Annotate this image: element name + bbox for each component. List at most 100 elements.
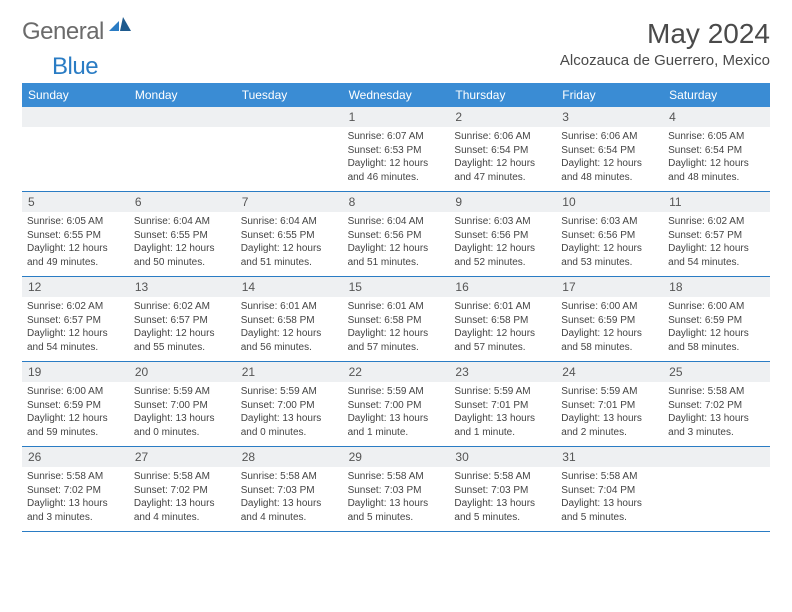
week-row: 1Sunrise: 6:07 AMSunset: 6:53 PMDaylight…: [22, 107, 770, 192]
day-number: 5: [22, 192, 129, 212]
sunset-text: Sunset: 6:56 PM: [348, 229, 445, 243]
day-cell: 4Sunrise: 6:05 AMSunset: 6:54 PMDaylight…: [663, 107, 770, 191]
day-details: Sunrise: 6:05 AMSunset: 6:55 PMDaylight:…: [22, 212, 129, 274]
sunset-text: Sunset: 6:57 PM: [27, 314, 124, 328]
day-number: 17: [556, 277, 663, 297]
day-details: Sunrise: 5:59 AMSunset: 7:00 PMDaylight:…: [129, 382, 236, 444]
day-number: 9: [449, 192, 556, 212]
day-cell: 15Sunrise: 6:01 AMSunset: 6:58 PMDayligh…: [343, 277, 450, 361]
sunset-text: Sunset: 7:03 PM: [241, 484, 338, 498]
day-number: 22: [343, 362, 450, 382]
sunrise-text: Sunrise: 6:00 AM: [668, 300, 765, 314]
sunset-text: Sunset: 7:01 PM: [561, 399, 658, 413]
day-details: Sunrise: 5:58 AMSunset: 7:03 PMDaylight:…: [236, 467, 343, 529]
day-details: Sunrise: 6:02 AMSunset: 6:57 PMDaylight:…: [663, 212, 770, 274]
sunset-text: Sunset: 6:54 PM: [454, 144, 551, 158]
daylight-text: Daylight: 13 hours and 4 minutes.: [241, 497, 338, 524]
sunrise-text: Sunrise: 6:06 AM: [561, 130, 658, 144]
daylight-text: Daylight: 12 hours and 54 minutes.: [668, 242, 765, 269]
day-details: Sunrise: 6:01 AMSunset: 6:58 PMDaylight:…: [343, 297, 450, 359]
day-cell: 22Sunrise: 5:59 AMSunset: 7:00 PMDayligh…: [343, 362, 450, 446]
day-header: Wednesday: [343, 83, 450, 107]
day-details: Sunrise: 5:59 AMSunset: 7:01 PMDaylight:…: [449, 382, 556, 444]
day-details: Sunrise: 6:04 AMSunset: 6:56 PMDaylight:…: [343, 212, 450, 274]
sunset-text: Sunset: 7:01 PM: [454, 399, 551, 413]
empty-day-cell: [129, 107, 236, 191]
calendar: SundayMondayTuesdayWednesdayThursdayFrid…: [22, 83, 770, 532]
day-number: 28: [236, 447, 343, 467]
daylight-text: Daylight: 12 hours and 58 minutes.: [561, 327, 658, 354]
daylight-text: Daylight: 13 hours and 5 minutes.: [561, 497, 658, 524]
sunset-text: Sunset: 6:58 PM: [241, 314, 338, 328]
daylight-text: Daylight: 12 hours and 46 minutes.: [348, 157, 445, 184]
brand-logo: General: [22, 18, 133, 46]
day-cell: 16Sunrise: 6:01 AMSunset: 6:58 PMDayligh…: [449, 277, 556, 361]
sunrise-text: Sunrise: 6:00 AM: [27, 385, 124, 399]
sunrise-text: Sunrise: 6:04 AM: [348, 215, 445, 229]
day-cell: 8Sunrise: 6:04 AMSunset: 6:56 PMDaylight…: [343, 192, 450, 276]
brand-mark-icon: [109, 17, 131, 38]
day-cell: 23Sunrise: 5:59 AMSunset: 7:01 PMDayligh…: [449, 362, 556, 446]
day-cell: 12Sunrise: 6:02 AMSunset: 6:57 PMDayligh…: [22, 277, 129, 361]
brand-part2: Blue: [52, 53, 98, 81]
sunrise-text: Sunrise: 6:02 AM: [27, 300, 124, 314]
day-headers-row: SundayMondayTuesdayWednesdayThursdayFrid…: [22, 83, 770, 107]
sunrise-text: Sunrise: 6:01 AM: [454, 300, 551, 314]
day-details: Sunrise: 6:05 AMSunset: 6:54 PMDaylight:…: [663, 127, 770, 189]
day-cell: 18Sunrise: 6:00 AMSunset: 6:59 PMDayligh…: [663, 277, 770, 361]
day-header: Tuesday: [236, 83, 343, 107]
sunset-text: Sunset: 6:58 PM: [454, 314, 551, 328]
sunset-text: Sunset: 6:55 PM: [241, 229, 338, 243]
day-details: Sunrise: 5:59 AMSunset: 7:00 PMDaylight:…: [343, 382, 450, 444]
sunset-text: Sunset: 6:57 PM: [134, 314, 231, 328]
day-number: 16: [449, 277, 556, 297]
sunset-text: Sunset: 7:03 PM: [454, 484, 551, 498]
day-number: 26: [22, 447, 129, 467]
header: General May 2024 Alcozauca de Guerrero, …: [22, 18, 770, 69]
daylight-text: Daylight: 12 hours and 54 minutes.: [27, 327, 124, 354]
day-details: Sunrise: 6:06 AMSunset: 6:54 PMDaylight:…: [449, 127, 556, 189]
daylight-text: Daylight: 12 hours and 57 minutes.: [348, 327, 445, 354]
daylight-text: Daylight: 12 hours and 48 minutes.: [668, 157, 765, 184]
day-number: 31: [556, 447, 663, 467]
day-cell: 2Sunrise: 6:06 AMSunset: 6:54 PMDaylight…: [449, 107, 556, 191]
sunset-text: Sunset: 6:56 PM: [454, 229, 551, 243]
daylight-text: Daylight: 12 hours and 55 minutes.: [134, 327, 231, 354]
sunrise-text: Sunrise: 6:07 AM: [348, 130, 445, 144]
day-number: 14: [236, 277, 343, 297]
day-details: Sunrise: 5:58 AMSunset: 7:03 PMDaylight:…: [449, 467, 556, 529]
sunset-text: Sunset: 6:54 PM: [668, 144, 765, 158]
day-number: 4: [663, 107, 770, 127]
day-details: Sunrise: 6:00 AMSunset: 6:59 PMDaylight:…: [22, 382, 129, 444]
sunset-text: Sunset: 6:54 PM: [561, 144, 658, 158]
day-header: Friday: [556, 83, 663, 107]
day-cell: 24Sunrise: 5:59 AMSunset: 7:01 PMDayligh…: [556, 362, 663, 446]
sunset-text: Sunset: 7:00 PM: [134, 399, 231, 413]
day-number: 13: [129, 277, 236, 297]
sunrise-text: Sunrise: 5:59 AM: [454, 385, 551, 399]
week-row: 19Sunrise: 6:00 AMSunset: 6:59 PMDayligh…: [22, 362, 770, 447]
sunrise-text: Sunrise: 6:03 AM: [454, 215, 551, 229]
day-details: Sunrise: 6:02 AMSunset: 6:57 PMDaylight:…: [22, 297, 129, 359]
sunrise-text: Sunrise: 5:59 AM: [134, 385, 231, 399]
day-details: Sunrise: 6:04 AMSunset: 6:55 PMDaylight:…: [236, 212, 343, 274]
daylight-text: Daylight: 13 hours and 1 minute.: [348, 412, 445, 439]
daylight-text: Daylight: 13 hours and 3 minutes.: [27, 497, 124, 524]
weeks-container: 1Sunrise: 6:07 AMSunset: 6:53 PMDaylight…: [22, 107, 770, 532]
day-cell: 25Sunrise: 5:58 AMSunset: 7:02 PMDayligh…: [663, 362, 770, 446]
daylight-text: Daylight: 12 hours and 51 minutes.: [241, 242, 338, 269]
daylight-text: Daylight: 13 hours and 5 minutes.: [454, 497, 551, 524]
sunrise-text: Sunrise: 6:05 AM: [668, 130, 765, 144]
day-details: Sunrise: 6:01 AMSunset: 6:58 PMDaylight:…: [449, 297, 556, 359]
day-cell: 3Sunrise: 6:06 AMSunset: 6:54 PMDaylight…: [556, 107, 663, 191]
daylight-text: Daylight: 13 hours and 3 minutes.: [668, 412, 765, 439]
sunrise-text: Sunrise: 5:58 AM: [27, 470, 124, 484]
day-cell: 7Sunrise: 6:04 AMSunset: 6:55 PMDaylight…: [236, 192, 343, 276]
sunset-text: Sunset: 7:03 PM: [348, 484, 445, 498]
day-details: Sunrise: 5:58 AMSunset: 7:04 PMDaylight:…: [556, 467, 663, 529]
sunrise-text: Sunrise: 6:01 AM: [348, 300, 445, 314]
daylight-text: Daylight: 12 hours and 51 minutes.: [348, 242, 445, 269]
day-cell: 6Sunrise: 6:04 AMSunset: 6:55 PMDaylight…: [129, 192, 236, 276]
sunset-text: Sunset: 6:59 PM: [668, 314, 765, 328]
day-details: Sunrise: 6:06 AMSunset: 6:54 PMDaylight:…: [556, 127, 663, 189]
